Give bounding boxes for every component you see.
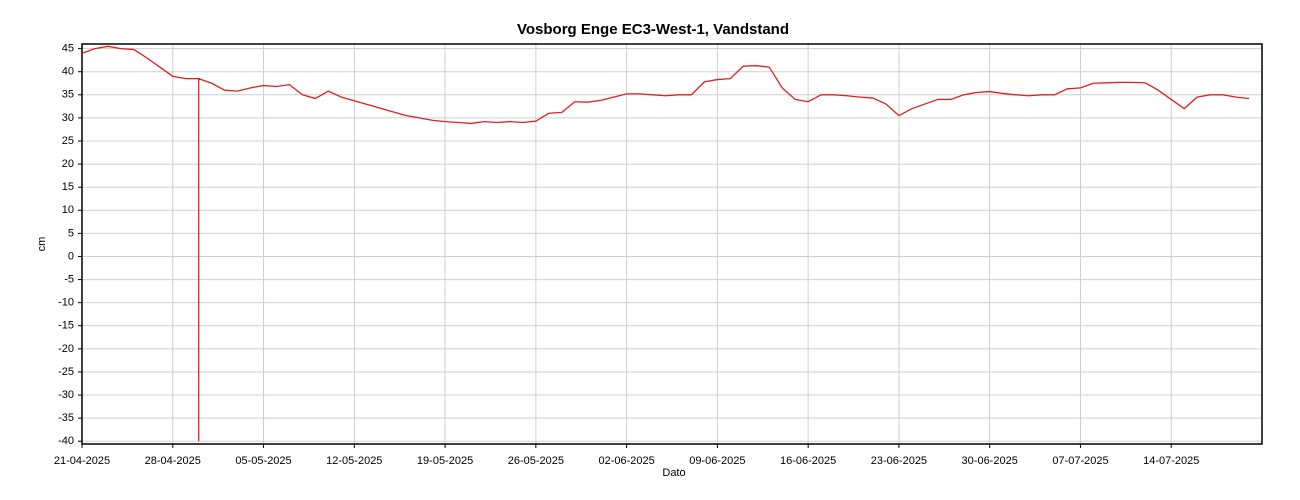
x-tick-label: 14-07-2025 (1143, 455, 1199, 467)
chart-title: Vosborg Enge EC3-West-1, Vandstand (517, 21, 789, 38)
y-tick-label: -5 (64, 273, 74, 285)
y-tick-label: -35 (58, 412, 74, 424)
x-tick-label: 26-05-2025 (508, 455, 564, 467)
x-tick-label: 12-05-2025 (326, 455, 382, 467)
y-tick-label: 25 (62, 135, 74, 147)
x-tick-label: 23-06-2025 (871, 455, 927, 467)
x-tick-label: 05-05-2025 (235, 455, 291, 467)
x-tick-label: 09-06-2025 (689, 455, 745, 467)
y-tick-label: -25 (58, 366, 74, 378)
x-tick-label: 28-04-2025 (145, 455, 201, 467)
y-tick-label: 10 (62, 204, 74, 216)
plot-frame (81, 43, 1263, 445)
y-tick-label: -15 (58, 320, 74, 332)
data-line (81, 45, 1250, 442)
x-tick-label: 02-06-2025 (598, 455, 654, 467)
x-tick-label: 16-06-2025 (780, 455, 836, 467)
x-tick-label: 30-06-2025 (962, 455, 1018, 467)
y-tick-label: -10 (58, 297, 74, 309)
y-tick-label: 0 (68, 250, 74, 262)
y-tick-label: 30 (62, 112, 74, 124)
y-tick-label: 15 (62, 181, 74, 193)
y-tick-label: 20 (62, 158, 74, 170)
x-tick-label: 21-04-2025 (54, 455, 110, 467)
y-tick-label: -20 (58, 343, 74, 355)
x-axis-label: Dato (662, 467, 685, 479)
y-tick-label: -40 (58, 435, 74, 447)
x-tick-label: 19-05-2025 (417, 455, 473, 467)
y-tick-label: 35 (62, 89, 74, 101)
y-axis-label: cm (36, 237, 48, 252)
y-tick-label: 45 (62, 43, 74, 55)
x-tick-label: 07-07-2025 (1052, 455, 1108, 467)
y-tick-label: -30 (58, 389, 74, 401)
y-tick-label: 5 (68, 227, 74, 239)
y-tick-label: 40 (62, 66, 74, 78)
